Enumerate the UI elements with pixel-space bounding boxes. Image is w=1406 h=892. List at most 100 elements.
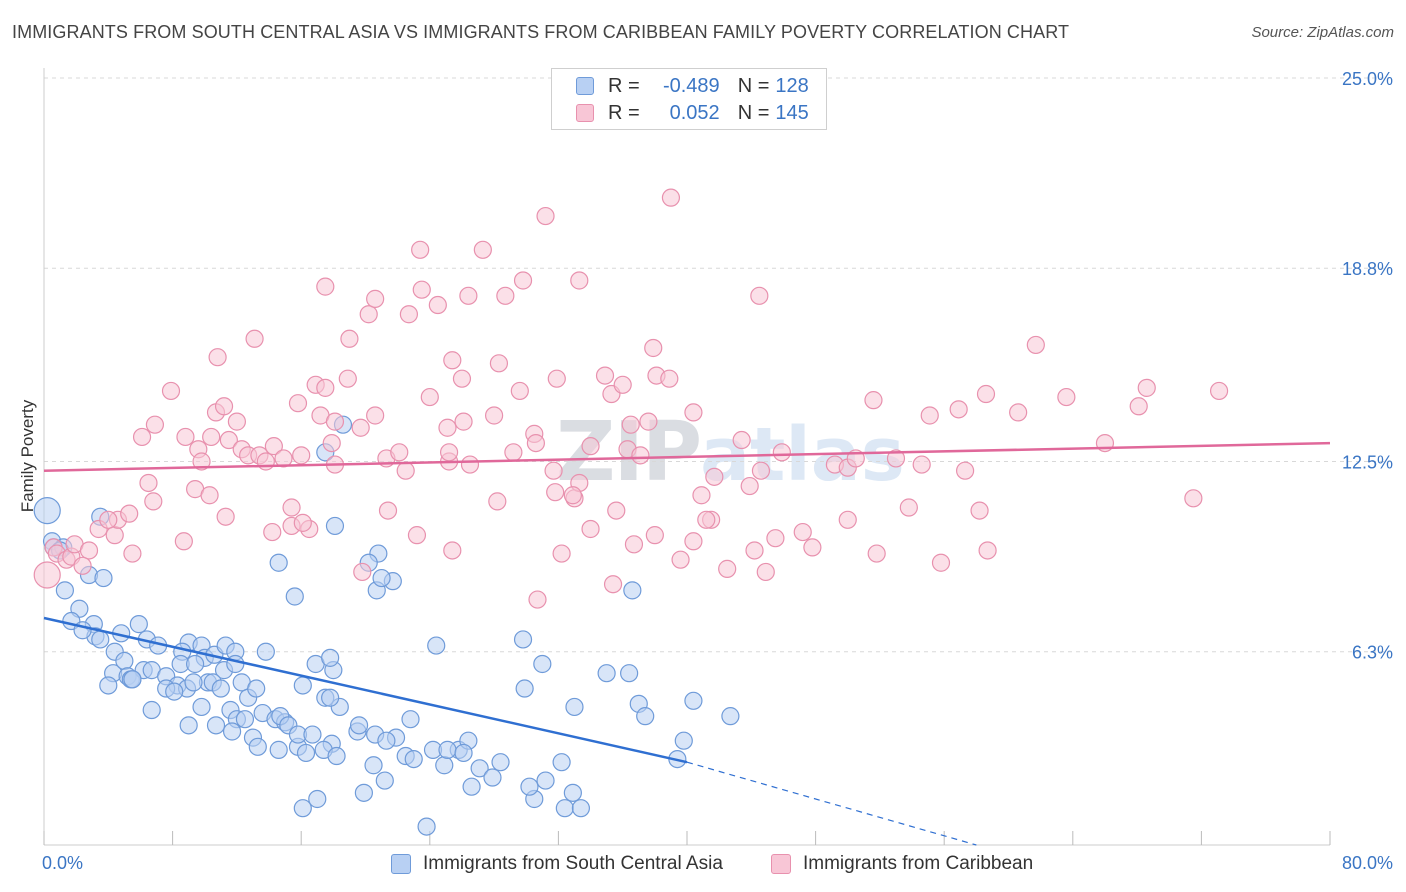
trend-layer — [43, 441, 1331, 846]
point-south-central-asia — [91, 630, 110, 649]
point-caribbean — [684, 532, 703, 551]
point-south-central-asia — [184, 673, 203, 692]
point-south-central-asia — [404, 749, 423, 769]
point-south-central-asia — [372, 568, 391, 588]
point-south-central-asia — [327, 746, 346, 766]
point-caribbean — [443, 351, 462, 370]
legend-swatch-blue — [576, 77, 594, 95]
point-south-central-asia — [33, 496, 61, 525]
point-caribbean — [438, 418, 457, 437]
legend-r-value: 0.052 — [669, 101, 720, 124]
point-south-central-asia — [55, 581, 74, 600]
y-tick-label: 18.8% — [1342, 259, 1393, 279]
point-south-central-asia — [296, 743, 316, 763]
point-caribbean — [132, 427, 152, 447]
point-caribbean — [867, 544, 886, 563]
point-caribbean — [412, 280, 431, 299]
label-layer: 6.3% 12.5% 18.8% 25.0% 0.0% 80.0% Family Pover… — [18, 69, 1393, 873]
point-south-central-asia — [623, 581, 642, 600]
point-caribbean — [79, 541, 99, 560]
point-caribbean — [282, 498, 301, 517]
point-south-central-asia — [377, 731, 396, 750]
point-caribbean — [1137, 378, 1156, 397]
point-caribbean — [245, 329, 264, 348]
point-south-central-asia — [674, 731, 693, 750]
point-caribbean — [504, 443, 523, 462]
point-south-central-asia — [555, 799, 574, 818]
point-south-central-asia — [293, 799, 312, 818]
point-caribbean — [322, 433, 341, 453]
point-caribbean — [660, 369, 679, 388]
legend-n-value: 145 — [775, 101, 809, 124]
point-caribbean — [216, 507, 235, 526]
point-caribbean — [692, 486, 711, 505]
point-south-central-asia — [165, 682, 184, 701]
point-south-central-asia — [269, 740, 288, 759]
point-caribbean — [351, 418, 370, 437]
legend-row-caribbean: R = 0.052 N = 145 — [576, 100, 817, 126]
point-south-central-asia — [186, 654, 205, 674]
point-caribbean — [144, 492, 163, 511]
series-caribbean — [33, 188, 1229, 609]
point-south-central-asia — [349, 716, 369, 735]
point-south-central-asia — [142, 700, 161, 720]
point-caribbean — [420, 387, 439, 407]
point-caribbean — [460, 455, 480, 474]
bottom-legend-label: Immigrants from South Central Asia — [423, 853, 723, 874]
point-caribbean — [899, 498, 918, 517]
point-south-central-asia — [354, 783, 373, 802]
point-caribbean — [161, 381, 181, 401]
point-caribbean — [803, 538, 822, 557]
point-caribbean — [528, 590, 547, 609]
point-caribbean — [192, 452, 211, 471]
point-caribbean — [645, 526, 664, 545]
point-south-central-asia — [438, 740, 457, 759]
point-caribbean — [214, 397, 234, 416]
point-caribbean — [174, 532, 193, 551]
point-caribbean — [488, 492, 507, 511]
point-caribbean — [1209, 381, 1229, 401]
point-caribbean — [473, 240, 492, 259]
trend-line-south-central-asia — [43, 616, 688, 764]
point-caribbean — [547, 369, 566, 388]
point-caribbean — [732, 430, 751, 450]
point-south-central-asia — [248, 737, 267, 756]
point-caribbean — [73, 556, 92, 575]
point-caribbean — [639, 412, 658, 431]
point-caribbean — [563, 486, 582, 505]
point-south-central-asia — [513, 630, 533, 649]
point-caribbean — [513, 271, 533, 290]
point-caribbean — [772, 443, 791, 462]
x-tick-label-max: 80.0% — [1342, 853, 1393, 873]
point-caribbean — [227, 412, 246, 431]
point-south-central-asia — [256, 642, 275, 661]
point-caribbean — [705, 467, 724, 486]
point-caribbean — [452, 369, 472, 388]
point-south-central-asia — [435, 756, 454, 775]
bottom-legend-swatch-pink — [771, 854, 791, 874]
point-caribbean — [378, 501, 398, 520]
point-caribbean — [316, 277, 335, 296]
point-caribbean — [340, 329, 359, 348]
point-south-central-asia — [303, 725, 322, 744]
point-caribbean — [485, 406, 504, 425]
point-caribbean — [208, 348, 227, 367]
point-caribbean — [544, 461, 563, 480]
point-south-central-asia — [247, 679, 266, 698]
point-caribbean — [219, 430, 238, 450]
point-caribbean — [496, 286, 515, 305]
point-caribbean — [970, 501, 989, 520]
axis-layer — [43, 68, 1331, 846]
legend-swatch-pink — [576, 104, 594, 122]
legend-n-value: 128 — [775, 74, 809, 97]
point-caribbean — [176, 427, 195, 447]
point-caribbean — [264, 437, 283, 456]
trend-line-caribbean — [43, 441, 1331, 472]
point-caribbean — [459, 286, 478, 305]
point-south-central-asia — [483, 768, 502, 787]
point-caribbean — [407, 526, 427, 545]
y-tick-label: 12.5% — [1342, 453, 1393, 473]
point-south-central-asia — [417, 817, 436, 836]
point-caribbean — [256, 452, 275, 471]
point-caribbean — [454, 412, 473, 431]
